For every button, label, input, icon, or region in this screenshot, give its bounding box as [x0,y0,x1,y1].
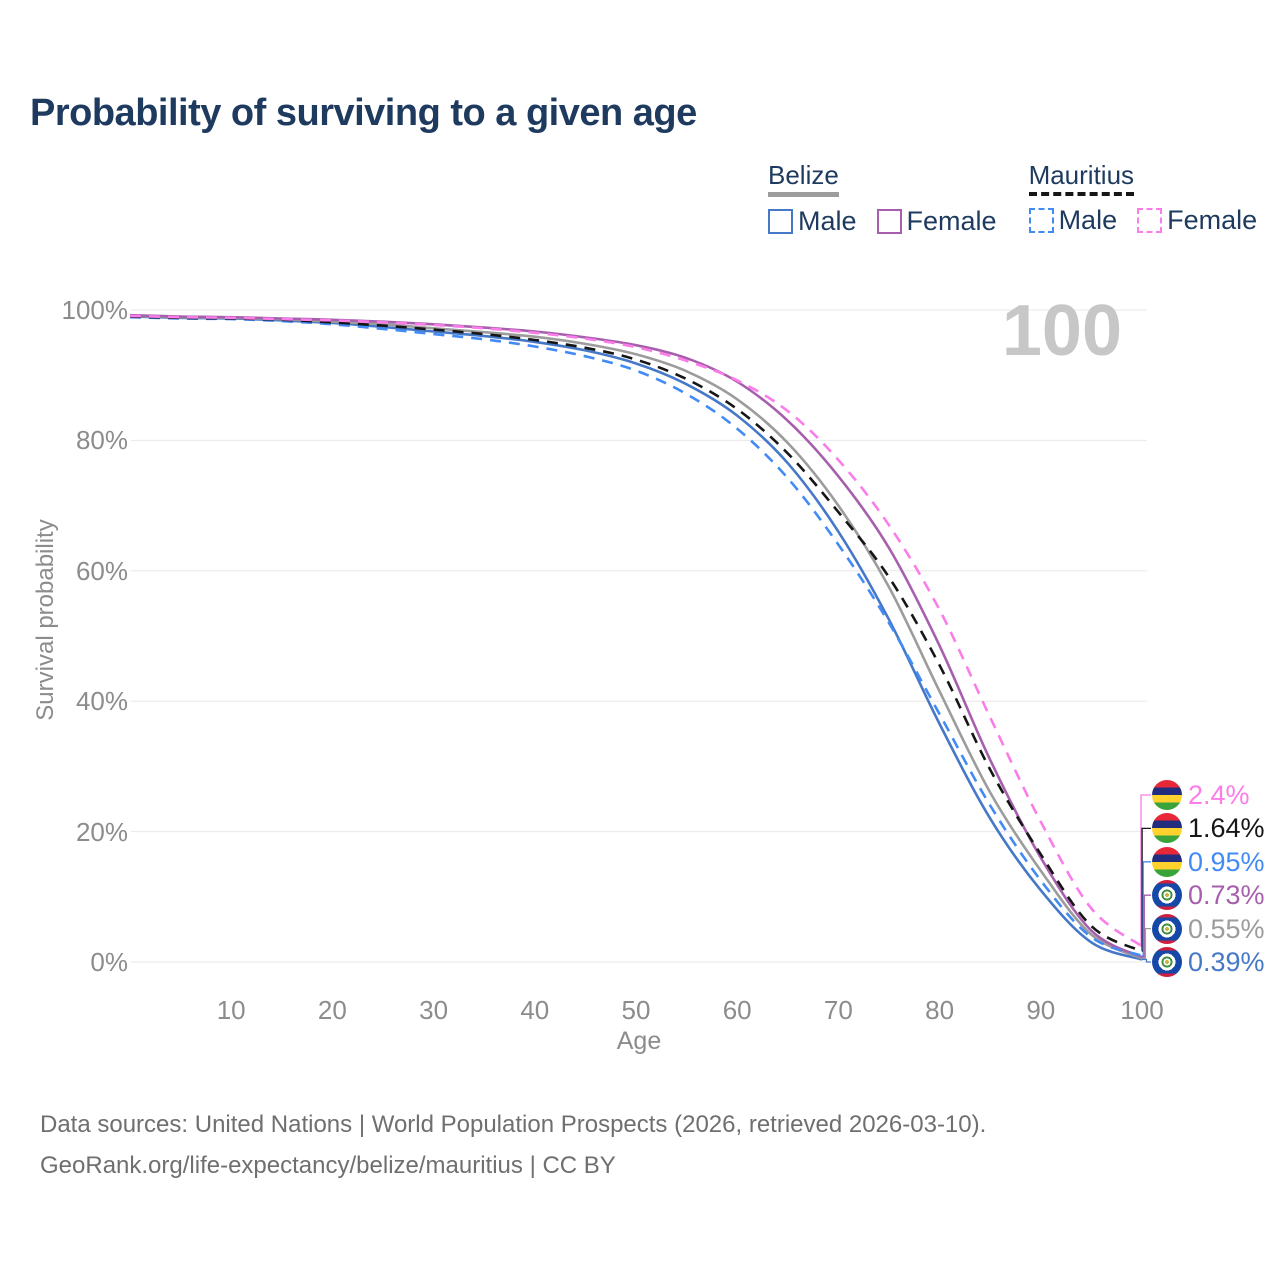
mauritius-flag-icon [1152,813,1182,844]
end-label-mauritius-both-sexes[interactable]: 1.64% [1152,813,1265,844]
legend-swatch-dashed-male-icon [1028,208,1054,233]
x-tick-50: 50 [621,995,651,1025]
end-label-value: 0.39% [1188,947,1265,977]
legend-group-belize: Belize Male Female [768,160,997,237]
end-label-value: 2.4% [1188,780,1250,810]
x-tick-30: 30 [419,995,449,1025]
series-mauritius-female[interactable] [129,314,1143,948]
legend-item-belize-male[interactable]: Male [768,206,857,237]
legend-items-belize: Male Female [768,206,997,237]
legend-label-mauritius-female: Female [1167,205,1258,235]
end-label-value: 0.95% [1188,846,1265,877]
series-belize-both-sexes[interactable] [129,314,1143,960]
legend-label-belize-male: Male [798,206,857,236]
end-label-connector-mauritius-male [1142,861,1151,957]
legend-label-belize-female: Female [906,206,997,236]
y-tick-0%: 0% [90,947,128,977]
legend-heading-mauritius[interactable]: Mauritius [1028,160,1135,196]
x-axis-title: Age [616,1027,662,1055]
series-mauritius-both-sexes[interactable] [129,315,1143,953]
legend-swatch-solid-male-icon [768,209,793,234]
end-label-mauritius-female[interactable]: 2.4% [1152,780,1250,810]
legend-group-mauritius: Mauritius Male Female [1028,160,1257,237]
legend-items-mauritius: Male Female [1028,205,1257,236]
legend-swatch-solid-female-icon [876,209,902,234]
footer-url: GeoRank.org/life-expectancy/belize/mauri… [40,1152,616,1179]
end-label-mauritius-male[interactable]: 0.95% [1152,846,1265,877]
legend: Belize Male Female Mauritius Male [768,160,1257,237]
end-label-connector-belize-both-sexes [1142,927,1151,960]
belize-flag-icon [1152,913,1182,944]
series-mauritius-male[interactable] [129,315,1143,958]
end-label-belize-both-sexes[interactable]: 0.55% [1152,913,1265,944]
belize-flag-icon [1152,880,1182,911]
y-tick-40%: 40% [75,686,128,717]
belize-flag-icon [1152,947,1182,977]
x-tick-90: 90 [1026,995,1056,1025]
x-tick-20: 20 [317,995,347,1025]
x-tick-40: 40 [520,995,550,1025]
legend-item-mauritius-male[interactable]: Male [1028,205,1118,236]
end-label-belize-female[interactable]: 0.73% [1152,880,1265,911]
end-label-connector-belize-female [1142,894,1151,958]
y-tick-80%: 80% [75,425,128,456]
end-label-value: 0.73% [1188,880,1265,911]
page-title: Probability of surviving to a given age [30,92,697,134]
watermark-age-100: 100 [1001,291,1122,371]
end-label-connector-mauritius-both-sexes [1141,827,1151,952]
footer-sources: Data sources: United Nations | World Pop… [40,1111,987,1138]
y-tick-20%: 20% [75,816,128,847]
legend-item-mauritius-female[interactable]: Female [1137,205,1257,236]
mauritius-flag-icon [1152,846,1182,877]
x-tick-70: 70 [823,995,853,1025]
end-label-connector-belize-male [1142,958,1151,963]
legend-label-mauritius-male: Male [1058,205,1118,235]
y-tick-60%: 60% [75,555,128,586]
end-label-value: 1.64% [1188,813,1265,844]
x-tick-80: 80 [925,995,955,1025]
footer: Data sources: United Nations | World Pop… [40,1104,986,1186]
series-belize-male[interactable] [129,315,1143,961]
mauritius-flag-icon [1152,780,1182,810]
legend-heading-belize[interactable]: Belize [768,160,839,197]
end-label-value: 0.55% [1188,913,1265,944]
x-tick-100: 100 [1120,995,1164,1025]
y-tick-100%: 100% [61,295,129,325]
legend-swatch-dashed-female-icon [1137,208,1163,233]
series-belize-female[interactable] [129,313,1143,959]
x-tick-10: 10 [216,995,246,1025]
legend-item-belize-female[interactable]: Female [876,206,997,237]
end-label-belize-male[interactable]: 0.39% [1152,947,1265,977]
x-tick-60: 60 [722,995,752,1025]
